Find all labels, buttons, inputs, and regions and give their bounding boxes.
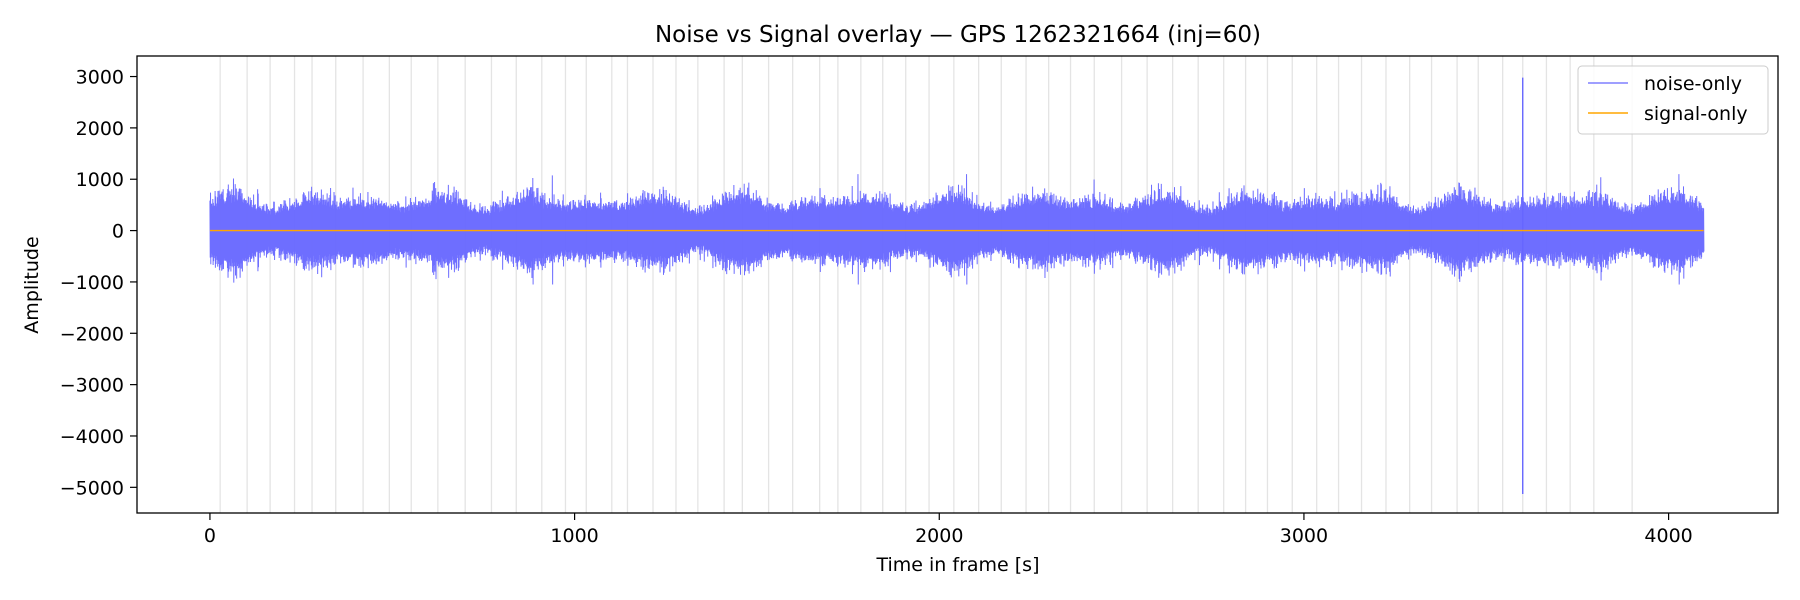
x-tick-label-1: 1000 <box>550 525 598 547</box>
legend: noise-only signal-only <box>1577 65 1769 135</box>
noise-only-line <box>209 174 1705 285</box>
x-axis-label: Time in frame [s] <box>875 554 1039 576</box>
y-tick-label-5: −2000 <box>60 323 124 345</box>
legend-label-noise-only: noise-only <box>1644 73 1742 95</box>
y-tick-label-0: 3000 <box>76 67 124 89</box>
y-tick-label-1: 2000 <box>76 118 124 140</box>
y-axis-label: Amplitude <box>21 236 43 333</box>
injection-grid <box>219 56 1633 513</box>
y-tick-label-3: 0 <box>112 221 124 243</box>
noise-only-series <box>209 77 1705 495</box>
x-tick-label-0: 0 <box>204 525 216 547</box>
x-axis: 0 1000 2000 3000 4000 <box>204 513 1693 547</box>
y-axis: 3000 2000 1000 0 −1000 −2000 −3000 −4000 −5000 <box>60 67 137 499</box>
x-tick-label-2: 2000 <box>915 525 963 547</box>
x-tick-label-3: 3000 <box>1280 525 1328 547</box>
y-tick-label-6: −3000 <box>60 375 124 397</box>
plot-frame <box>136 55 1779 514</box>
y-tick-label-4: −1000 <box>60 272 124 294</box>
y-tick-label-7: −4000 <box>60 426 124 448</box>
chart-title: Noise vs Signal overlay — GPS 1262321664… <box>655 22 1261 48</box>
legend-label-signal-only: signal-only <box>1644 103 1748 125</box>
x-tick-label-4: 4000 <box>1644 525 1692 547</box>
y-tick-label-2: 1000 <box>76 169 124 191</box>
y-tick-label-8: −5000 <box>60 477 124 499</box>
